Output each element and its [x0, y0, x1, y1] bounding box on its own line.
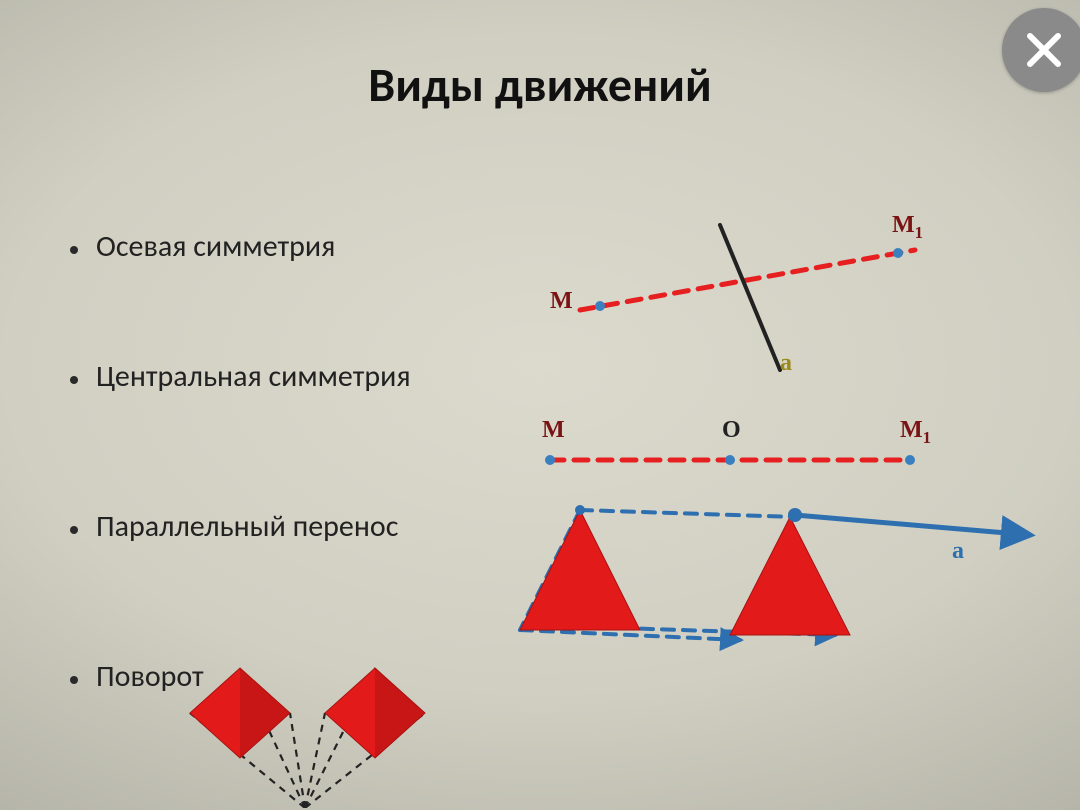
bullet-text: Параллельный перенос: [96, 510, 398, 545]
list-item: Параллельный перенос: [70, 510, 398, 545]
diagram-central-symmetry: М О М1: [530, 405, 960, 485]
bullet-dot-icon: [70, 526, 78, 534]
diagram-parallel-translation: a: [490, 480, 1050, 660]
diagram-label: О: [722, 417, 741, 444]
bullet-dot-icon: [70, 676, 78, 684]
page-title: Виды движений: [0, 55, 1080, 114]
bullet-dot-icon: [70, 376, 78, 384]
diagram-label: М1: [892, 212, 923, 243]
list-item: Центральная симметрия: [70, 360, 411, 395]
diagram-label: М: [550, 288, 573, 315]
bullet-text: Осевая симметрия: [96, 230, 335, 265]
diagram-axial-symmetry: М М1 a: [530, 210, 960, 380]
diagram-label: М1: [900, 417, 931, 448]
bullet-text: Центральная симметрия: [96, 360, 411, 395]
close-icon: [1022, 28, 1066, 72]
diagram-label: a: [952, 538, 964, 565]
diagram-label: М: [542, 417, 565, 444]
diagram-rotation: [160, 658, 480, 808]
bullet-dot-icon: [70, 246, 78, 254]
close-button[interactable]: [1002, 8, 1080, 92]
diagram-label: a: [780, 350, 792, 377]
list-item: Осевая симметрия: [70, 230, 335, 265]
